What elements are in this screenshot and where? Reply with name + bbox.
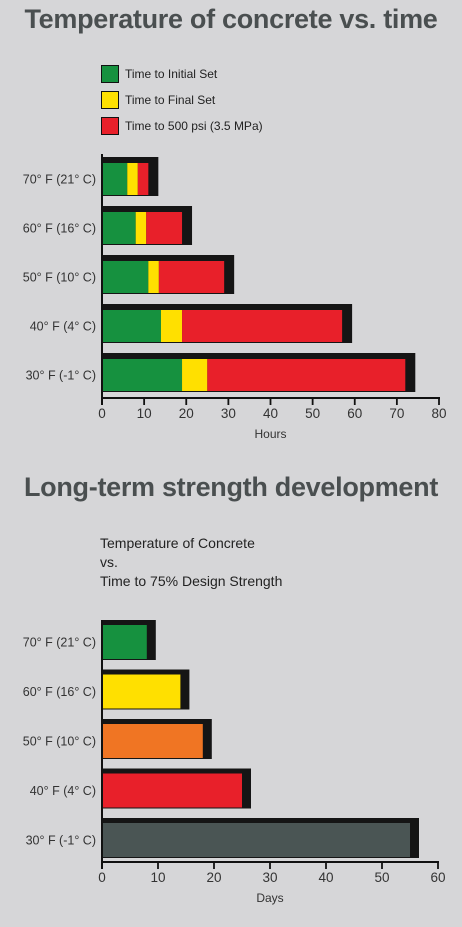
category-label-30-f-1-c: 30° F (-1° C): [26, 834, 96, 848]
bar-30-f-1-c-time-to-initial-set: [102, 359, 183, 391]
x-tick-label-80: 80: [431, 406, 446, 421]
x-tick-label-0: 0: [98, 406, 106, 421]
bar-50-f-10-c-time-to-500-psi-3-5-mpa: [158, 261, 225, 293]
legend-label-final-set: Time to Final Set: [125, 93, 216, 107]
x-axis-label: Hours: [254, 427, 286, 441]
legend-label-initial-set: Time to Initial Set: [125, 67, 218, 81]
bar-30-f-1-c-value: [102, 823, 410, 857]
x-tick-label-60: 60: [347, 406, 362, 421]
bar-40-f-4-c-time-to-500-psi-3-5-mpa: [182, 310, 343, 342]
x-tick-label-50: 50: [305, 406, 320, 421]
x-axis-label: Days: [256, 891, 283, 905]
chart-title-temperature-vs-time: Temperature of concrete vs. time: [24, 4, 438, 34]
category-label-50-f-10-c: 50° F (10° C): [23, 271, 96, 285]
category-label-40-f-4-c: 40° F (4° C): [30, 784, 96, 798]
chart-title-long-term-strength: Long-term strength development: [23, 472, 439, 502]
x-tick-label-50: 50: [374, 870, 389, 885]
chart-subtitle: Temperature of Concrete vs. Time to 75% …: [100, 534, 282, 591]
bar-60-f-16-c-time-to-final-set: [135, 212, 147, 244]
x-tick-label-10: 10: [137, 406, 152, 421]
legend-swatch-final-set: [101, 91, 119, 109]
bar-40-f-4-c-time-to-final-set: [160, 310, 183, 342]
x-tick-label-60: 60: [430, 870, 445, 885]
bar-60-f-16-c-time-to-initial-set: [102, 212, 136, 244]
legend-swatch-initial-set: [101, 65, 119, 83]
bar-30-f-1-c-time-to-500-psi-3-5-mpa: [207, 359, 406, 391]
bar-40-f-4-c-value: [102, 773, 242, 808]
x-tick-label-10: 10: [150, 870, 165, 885]
category-label-40-f-4-c: 40° F (4° C): [30, 320, 96, 334]
bar-70-f-21-c-time-to-final-set: [127, 163, 138, 195]
x-tick-label-30: 30: [221, 406, 236, 421]
legend-swatch-500-psi: [101, 117, 119, 135]
x-tick-label-40: 40: [263, 406, 278, 421]
x-tick-label-30: 30: [262, 870, 277, 885]
subtitle-line-2: vs.: [100, 554, 118, 570]
x-tick-label-70: 70: [389, 406, 404, 421]
x-tick-label-40: 40: [318, 870, 333, 885]
bar-50-f-10-c-time-to-initial-set: [102, 261, 149, 293]
legend-label-500-psi: Time to 500 psi (3.5 MPa): [125, 119, 263, 133]
x-tick-label-20: 20: [206, 870, 221, 885]
bar-70-f-21-c-time-to-500-psi-3-5-mpa: [137, 163, 149, 195]
subtitle-line-3: Time to 75% Design Strength: [100, 573, 283, 589]
bar-60-f-16-c-time-to-500-psi-3-5-mpa: [146, 212, 183, 244]
bar-50-f-10-c-value: [102, 724, 203, 758]
bar-50-f-10-c-time-to-final-set: [148, 261, 159, 293]
bar-40-f-4-c-time-to-initial-set: [102, 310, 161, 342]
category-label-30-f-1-c: 30° F (-1° C): [26, 369, 96, 383]
x-tick-label-20: 20: [179, 406, 194, 421]
bar-chart-design-strength-days: 70° F (21° C) 60° F (16° C) 50° F (10° C) 4…: [23, 620, 446, 905]
subtitle-line-1: Temperature of Concrete: [100, 535, 255, 551]
x-tick-label-0: 0: [98, 870, 106, 885]
category-label-60-f-16-c: 60° F (16° C): [23, 222, 96, 236]
bar-70-f-21-c-time-to-initial-set: [102, 163, 128, 195]
bar-70-f-21-c-value: [102, 625, 147, 659]
category-label-70-f-21-c: 70° F (21° C): [23, 173, 96, 187]
stacked-bar-chart-set-times: 70° F (21° C) 60° F (16° C) 50° F (10° C) 4…: [23, 154, 447, 441]
bar-30-f-1-c-time-to-final-set: [182, 359, 208, 391]
category-label-50-f-10-c: 50° F (10° C): [23, 735, 96, 749]
category-label-60-f-16-c: 60° F (16° C): [23, 685, 96, 699]
category-label-70-f-21-c: 70° F (21° C): [23, 636, 96, 650]
bar-60-f-16-c-value: [102, 674, 181, 709]
